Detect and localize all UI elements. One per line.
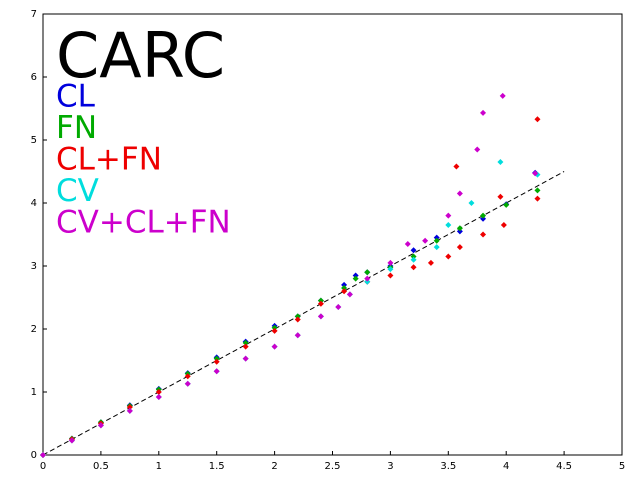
data-point — [335, 303, 342, 310]
data-point — [317, 313, 324, 320]
data-point — [294, 332, 301, 339]
data-point — [294, 313, 301, 320]
data-point — [242, 355, 249, 362]
data-point — [341, 281, 348, 288]
data-point — [453, 163, 460, 170]
x-tick-label: 3 — [387, 461, 393, 472]
data-point — [445, 222, 452, 229]
x-tick-label: 2 — [271, 461, 277, 472]
data-point — [317, 297, 324, 304]
legend-entry: CL+FN — [56, 142, 162, 178]
data-point — [534, 195, 541, 202]
x-tick-label: 2.5 — [325, 461, 341, 472]
data-point — [410, 264, 417, 271]
data-point — [433, 244, 440, 251]
x-tick-label: 0 — [40, 461, 46, 472]
data-point — [445, 253, 452, 260]
legend-entry: FN — [56, 110, 97, 146]
data-point — [40, 452, 46, 458]
data-point — [410, 253, 417, 260]
data-point — [474, 146, 481, 153]
data-point — [503, 201, 510, 208]
data-point — [497, 159, 504, 166]
data-point — [294, 316, 301, 323]
x-tick-label: 1 — [156, 461, 162, 472]
y-tick-label: 6 — [31, 72, 37, 83]
data-point — [213, 368, 220, 375]
y-tick-label: 2 — [31, 324, 37, 335]
data-point — [468, 200, 475, 206]
data-point — [480, 212, 487, 219]
data-point — [317, 300, 324, 307]
data-point — [242, 339, 249, 346]
data-point — [532, 170, 539, 177]
data-point — [126, 407, 133, 414]
data-point — [410, 256, 417, 263]
data-point — [364, 275, 371, 282]
x-tick-label: 1.5 — [209, 461, 225, 472]
x-tick-label: 4 — [503, 461, 509, 472]
x-tick-label: 4.5 — [556, 461, 572, 472]
data-point — [480, 109, 487, 116]
y-tick-label: 0 — [31, 450, 37, 461]
data-point — [387, 259, 394, 266]
data-point — [352, 272, 359, 279]
y-tick-label: 5 — [31, 135, 37, 146]
data-point — [534, 187, 541, 194]
x-tick-label: 0.5 — [93, 461, 109, 472]
data-point — [499, 92, 506, 99]
legend-entry: CV+CL+FN — [56, 205, 231, 241]
chart-title: CARC — [56, 19, 225, 92]
data-point — [184, 373, 191, 380]
data-point — [427, 259, 434, 266]
data-point — [456, 244, 463, 251]
y-tick-label: 1 — [31, 387, 37, 398]
data-point — [387, 272, 394, 279]
data-point — [422, 237, 429, 244]
data-point — [352, 275, 359, 282]
data-point — [126, 404, 133, 411]
data-point — [341, 285, 348, 292]
data-point — [213, 358, 220, 365]
data-point — [68, 437, 75, 444]
data-point — [155, 389, 162, 395]
data-point — [271, 327, 278, 334]
data-point — [364, 269, 371, 276]
data-point — [456, 228, 463, 235]
data-point — [500, 222, 507, 229]
data-point — [433, 234, 440, 241]
data-point — [387, 266, 394, 273]
data-point — [480, 231, 487, 238]
data-point — [341, 288, 348, 295]
data-point — [480, 215, 487, 222]
y-tick-label: 3 — [31, 261, 37, 272]
data-point — [410, 247, 417, 254]
data-point — [404, 240, 411, 247]
data-point — [184, 380, 191, 387]
data-point — [445, 212, 452, 219]
data-point — [346, 291, 353, 298]
x-tick-label: 3.5 — [440, 461, 456, 472]
data-point — [213, 355, 220, 362]
y-tick-label: 7 — [31, 9, 37, 20]
legend-entry: CV — [56, 173, 99, 209]
data-point — [155, 394, 162, 401]
data-point — [456, 190, 463, 197]
y-tick-label: 4 — [31, 198, 37, 209]
data-point — [497, 193, 504, 200]
data-point — [534, 116, 541, 123]
data-point — [456, 225, 463, 232]
data-point — [271, 324, 278, 331]
legend-entry: CL — [56, 79, 96, 115]
data-point — [433, 237, 440, 244]
data-point — [364, 278, 371, 285]
x-tick-label: 5 — [619, 461, 625, 472]
data-point — [271, 343, 278, 350]
data-point — [242, 343, 249, 350]
data-point — [97, 422, 104, 429]
